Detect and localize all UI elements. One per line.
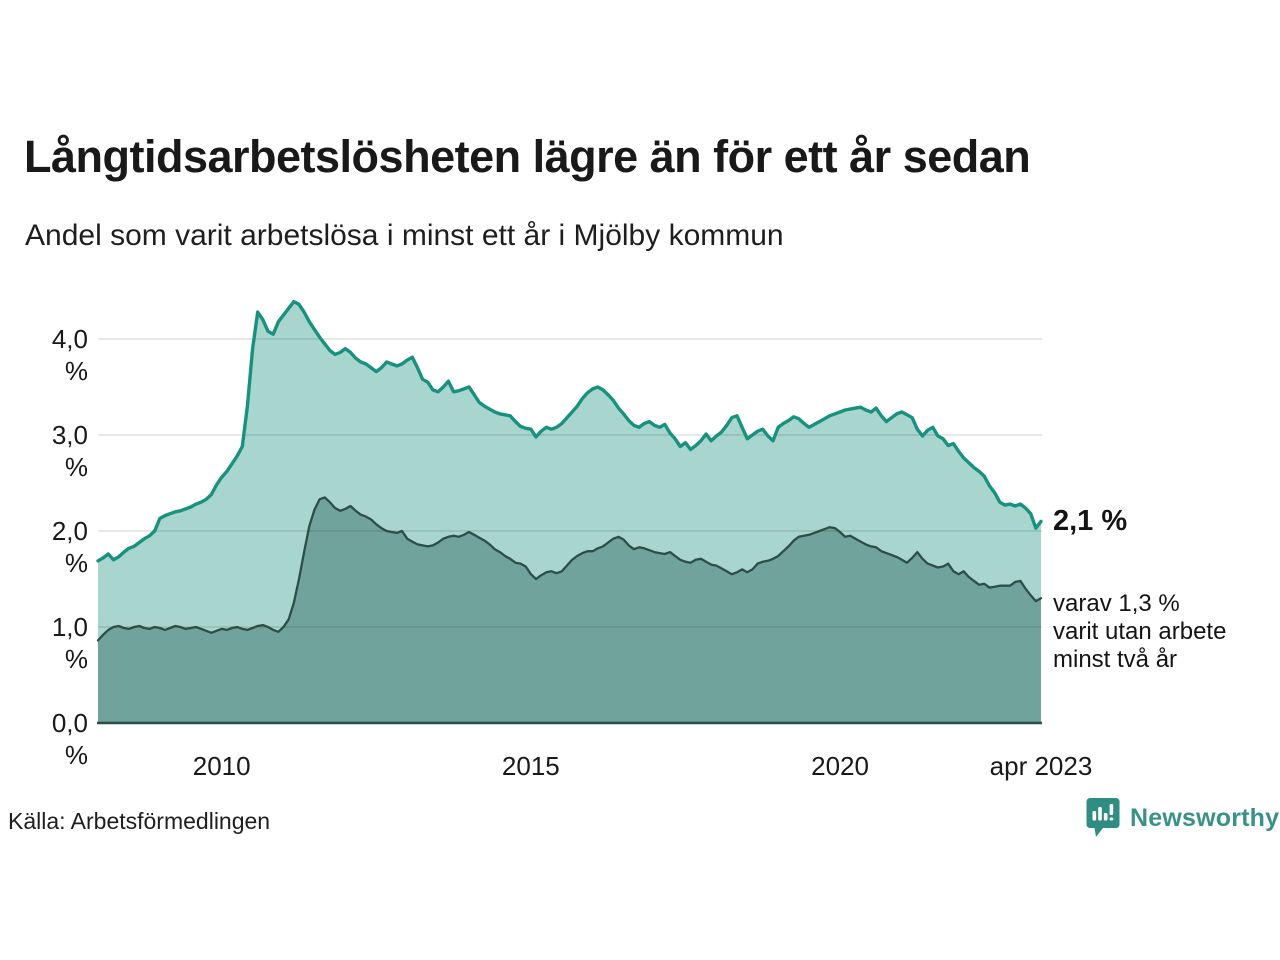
newsworthy-wordmark: Newsworthy [1130,803,1280,832]
annotation-line-3: minst två år [1053,646,1178,673]
y-axis-label-3: 3,0 % [51,420,88,482]
latest-value-label: 2,1 % [1053,505,1128,537]
x-axis-label-apr-2023: apr 2023 [989,751,1093,781]
y-axis-label-1: 1,0 % [51,612,88,674]
secondary-annotation: varav 1,3 % varit utan arbete minst två … [1053,590,1226,674]
y-axis-label-4: 4,0 % [51,324,88,386]
y-axis-label-2: 2,0 % [51,516,88,578]
series-line-minst-ett-ar [96,299,1043,563]
series-area-minst-tva-ar [98,497,1041,723]
y-axis-label-0: 0,0 % [51,708,88,770]
newsworthy-brand: Newsworthy [1086,797,1279,839]
speech-bubble-shape [1086,798,1120,837]
newsworthy-logo-icon [1086,798,1120,837]
page-title: Långtidsarbetslösheten lägre än för ett … [24,131,1031,182]
bar-chart-glyph [1092,804,1114,821]
annotation-line-2: varit utan arbete [1053,618,1227,645]
x-axis-label-2015: 2015 [501,751,560,781]
x-axis-label-2010: 2010 [192,751,251,781]
x-axis-label-2020: 2020 [811,751,869,781]
annotation-line-1: varav 1,3 % [1053,590,1180,617]
page-subtitle: Andel som varit arbetslösa i minst ett å… [25,219,784,252]
source-attribution: Källa: Arbetsförmedlingen [8,808,271,834]
series-line-minst-tva-ar [96,496,1043,642]
